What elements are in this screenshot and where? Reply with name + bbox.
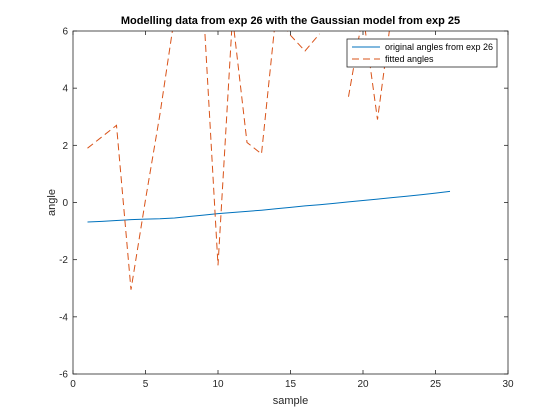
y-tick-label: -4 xyxy=(59,312,68,323)
x-tick-label: 0 xyxy=(70,379,76,390)
y-tick-label: -2 xyxy=(59,255,68,266)
series-line-1 xyxy=(87,190,451,223)
x-axis-label: sample xyxy=(273,395,308,407)
series-line-2 xyxy=(87,31,390,290)
plot-area xyxy=(73,31,508,374)
y-axis-label: angle xyxy=(46,189,58,216)
series-layer xyxy=(87,31,451,290)
x-tick-label: 15 xyxy=(285,379,297,390)
x-tick-label: 10 xyxy=(212,379,224,390)
chart-title: Modelling data from exp 26 with the Gaus… xyxy=(121,15,460,27)
y-tick-label: 4 xyxy=(62,84,68,95)
x-tick-label: 5 xyxy=(143,379,149,390)
y-tick-label: 0 xyxy=(62,198,68,209)
legend-box xyxy=(346,38,498,68)
legend-label-1: original angles from exp 26 xyxy=(385,42,493,52)
y-tick-label: -6 xyxy=(59,370,68,381)
x-tick-label: 30 xyxy=(502,379,514,390)
y-tick-label: 2 xyxy=(62,141,68,152)
legend: original angles from exp 26 fitted angles xyxy=(346,38,498,68)
x-tick-label: 25 xyxy=(430,379,442,390)
x-tick-label: 20 xyxy=(357,379,369,390)
legend-label-2: fitted angles xyxy=(385,54,434,64)
y-tick-label: 6 xyxy=(62,27,68,38)
ticks-layer: 0 5 10 15 20 25 30 -6 -4 -2 0 2 4 6 xyxy=(59,27,514,391)
